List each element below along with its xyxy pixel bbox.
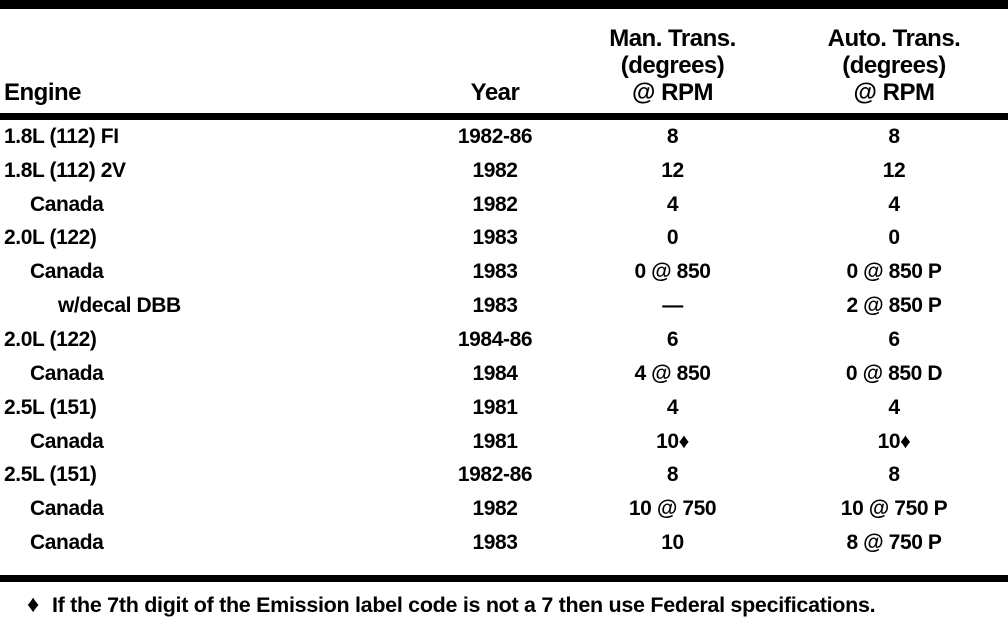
engine-cell: Canada (30, 361, 104, 385)
engine-cell: Canada (30, 429, 104, 453)
engine-cell: Canada (30, 260, 104, 284)
auto-trans-header-line-2: (degrees) (842, 52, 946, 79)
auto-trans-cell: 4 (888, 395, 900, 419)
table-row: 2.5L (151) 1981 4 4 (0, 391, 1008, 425)
man-trans-cell: 0 (666, 226, 679, 250)
table-row: 2.0L (122) 1984-86 6 6 (0, 323, 1008, 357)
column-header-man-trans: Man. Trans. (degrees) @ RPM (565, 25, 780, 106)
table-row: Canada 1983 0 @ 850 0 @ 850 P (0, 255, 1008, 289)
table-row: Canada 1983 10 8 @ 750 P (0, 526, 1008, 560)
year-cell: 1982-86 (457, 463, 533, 487)
footnote-text: If the 7th digit of the Emission label c… (51, 592, 876, 617)
engine-cell: 2.5L (151) (4, 463, 97, 487)
man-trans-cell: — (662, 294, 683, 318)
auto-trans-cell: 12 (882, 158, 906, 182)
auto-trans-cell: 8 (888, 124, 900, 148)
table-header-row: Engine Year Man. Trans. (degrees) @ RPM … (0, 9, 1008, 113)
year-cell: 1981 (472, 429, 518, 453)
table-bottom-gap (0, 560, 1008, 575)
engine-cell: Canada (30, 497, 104, 521)
engine-cell: 1.8L (112) FI (4, 124, 119, 148)
man-trans-cell: 10 @ 750 (628, 497, 717, 521)
engine-cell: Canada (30, 192, 104, 216)
table-row: 1.8L (112) 2V 1982 12 12 (0, 154, 1008, 188)
man-trans-cell: 12 (661, 158, 684, 182)
man-trans-header-line-1: Man. Trans. (609, 25, 736, 52)
table-row: w/decal DBB 1983 — 2 @ 850 P (0, 289, 1008, 323)
year-cell: 1981 (472, 395, 518, 419)
table-row: Canada 1981 10♦ 10♦ (0, 425, 1008, 459)
auto-trans-cell: 8 (888, 463, 900, 487)
year-cell: 1984-86 (457, 327, 533, 351)
engine-cell: 2.0L (122) (4, 226, 97, 250)
man-trans-cell: 10 (661, 531, 684, 555)
year-cell: 1982 (472, 192, 518, 216)
top-rule (0, 0, 1008, 9)
year-cell: 1983 (472, 531, 518, 555)
column-header-year: Year (470, 79, 520, 106)
table-row: Canada 1982 10 @ 750 10 @ 750 P (0, 492, 1008, 526)
engine-cell: 1.8L (112) 2V (4, 158, 126, 182)
auto-trans-cell: 8 @ 750 P (846, 531, 942, 555)
year-cell: 1983 (472, 260, 518, 284)
man-trans-cell: 4 (666, 192, 679, 216)
engine-cell: 2.0L (122) (4, 327, 97, 351)
footnote-divider-rule (0, 575, 1008, 582)
table-row: Canada 1982 4 4 (0, 188, 1008, 222)
man-trans-cell: 8 (666, 463, 679, 487)
auto-trans-cell: 4 (888, 192, 900, 216)
man-trans-cell: 8 (666, 124, 679, 148)
year-cell: 1982-86 (457, 124, 533, 148)
auto-trans-cell: 0 @ 850 P (846, 260, 942, 284)
year-cell: 1983 (472, 294, 518, 318)
header-divider-rule (0, 113, 1008, 120)
man-trans-cell: 4 @ 850 (634, 361, 711, 385)
column-header-auto-trans: Auto. Trans. (degrees) @ RPM (780, 25, 1008, 106)
table-row: 1.8L (112) FI 1982-86 8 8 (0, 120, 1008, 154)
year-cell: 1982 (472, 497, 518, 521)
footnote: ♦ If the 7th digit of the Emission label… (0, 582, 1008, 619)
man-trans-header-line-3: @ RPM (632, 79, 713, 106)
auto-trans-cell: 0 @ 850 D (845, 361, 943, 385)
table-row: Canada 1984 4 @ 850 0 @ 850 D (0, 357, 1008, 391)
engine-cell: Canada (30, 531, 104, 555)
auto-trans-cell: 0 (888, 226, 900, 250)
diamond-icon: ♦ (27, 591, 39, 618)
man-trans-cell: 0 @ 850 (634, 260, 711, 284)
year-cell: 1982 (472, 158, 518, 182)
year-cell: 1983 (472, 226, 518, 250)
auto-trans-cell: 10♦ (877, 429, 911, 453)
year-cell: 1984 (472, 361, 518, 385)
man-trans-cell: 4 (666, 395, 679, 419)
engine-cell: 2.5L (151) (4, 395, 97, 419)
column-header-engine: Engine (4, 79, 82, 106)
table-row: 2.0L (122) 1983 0 0 (0, 222, 1008, 256)
man-trans-header-line-2: (degrees) (620, 52, 725, 79)
auto-trans-header-line-3: @ RPM (853, 79, 935, 106)
table-row: 2.5L (151) 1982-86 8 8 (0, 458, 1008, 492)
auto-trans-cell: 2 @ 850 P (846, 294, 942, 318)
auto-trans-cell: 6 (888, 327, 900, 351)
man-trans-cell: 6 (666, 327, 679, 351)
table-body: 1.8L (112) FI 1982-86 8 8 1.8L (112) 2V … (0, 120, 1008, 560)
engine-cell: w/decal DBB (58, 294, 181, 318)
man-trans-cell: 10♦ (656, 429, 689, 453)
auto-trans-header-line-1: Auto. Trans. (827, 25, 961, 52)
auto-trans-cell: 10 @ 750 P (840, 497, 948, 521)
